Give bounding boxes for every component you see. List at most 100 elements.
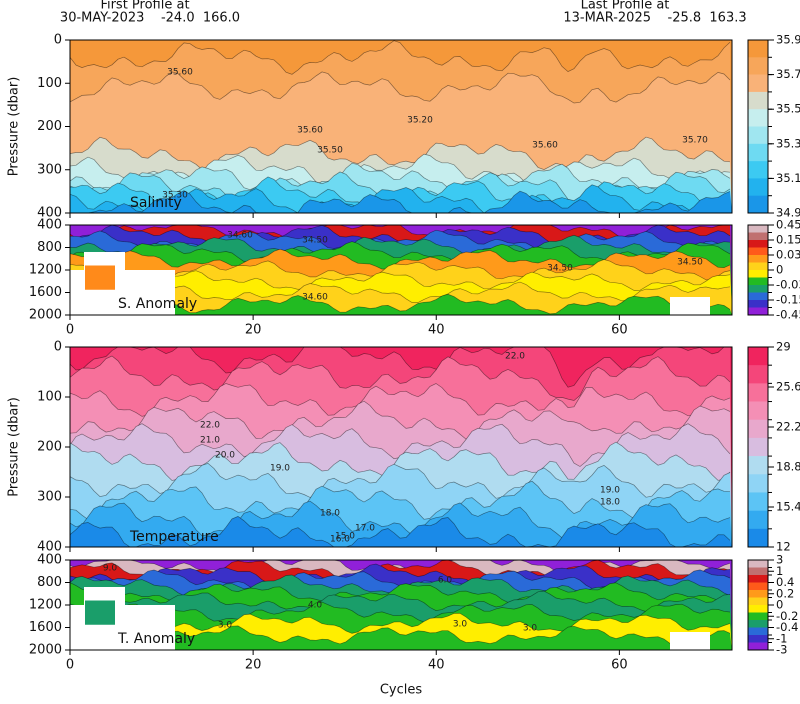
panel-label: T. Anomaly bbox=[117, 631, 195, 647]
colorbar-segment bbox=[748, 225, 768, 233]
last-profile-title: Last Profile at bbox=[581, 0, 670, 13]
colorbar-segment bbox=[748, 347, 768, 366]
colorbar-segment bbox=[748, 627, 768, 636]
x-tick-label: 20 bbox=[245, 658, 262, 673]
field bbox=[70, 560, 732, 650]
field bbox=[70, 225, 732, 315]
colorbar-label: 35.7 bbox=[776, 67, 800, 81]
field-band bbox=[70, 516, 732, 547]
y-tick-label: 100 bbox=[37, 390, 62, 405]
contour-line bbox=[70, 40, 731, 75]
colorbar-label: 18.8 bbox=[776, 460, 800, 474]
colorbar-segment bbox=[748, 575, 768, 583]
colorbar-label: 0.4 bbox=[776, 575, 794, 589]
contour-label: 18.0 bbox=[600, 498, 620, 508]
contour-label: 15.0 bbox=[335, 532, 355, 542]
colorbar-label: 34.9 bbox=[776, 206, 800, 220]
colorbar-segment bbox=[748, 582, 768, 591]
y-tick-label: 400 bbox=[37, 540, 62, 555]
colorbar-segment bbox=[748, 262, 768, 271]
panel-label: S. Anomaly bbox=[118, 296, 197, 312]
colorbar-frame bbox=[747, 346, 769, 548]
contour-line bbox=[70, 383, 731, 417]
colorbar-segment bbox=[748, 270, 768, 278]
contour-label: 19.0 bbox=[270, 464, 290, 474]
contour-line bbox=[70, 612, 731, 634]
contour-line bbox=[70, 625, 731, 647]
y-tick-label: 800 bbox=[37, 575, 62, 590]
y-tick-label: 400 bbox=[37, 206, 62, 221]
colorbar-segment bbox=[748, 247, 768, 256]
contour-line bbox=[70, 560, 731, 579]
colorbar-segment bbox=[748, 255, 768, 263]
contour-label: 34.50 bbox=[547, 264, 573, 274]
contour-line bbox=[70, 500, 731, 539]
colorbar-segment bbox=[748, 597, 768, 606]
last-profile-info: 13-MAR-2025 -25.8 163.3 bbox=[563, 11, 746, 26]
colorbar-label: 0.03 bbox=[776, 248, 800, 262]
x-tick-label: 0 bbox=[66, 658, 74, 673]
x-tick-label: 60 bbox=[611, 323, 628, 338]
colorbar-segment bbox=[748, 456, 768, 475]
contour-line bbox=[70, 259, 731, 281]
colorbar-segment bbox=[748, 40, 768, 58]
y-tick-label: 1200 bbox=[29, 263, 62, 278]
y-axis-title: Pressure (dbar) bbox=[7, 77, 22, 177]
colorbar-label: 29 bbox=[776, 340, 791, 354]
colorbar-segment bbox=[748, 437, 768, 457]
y-tick-label: 2000 bbox=[29, 643, 62, 658]
colorbar-label: 1 bbox=[776, 564, 783, 578]
colorbar-label: 35.9 bbox=[776, 33, 800, 47]
contour-label: 35.50 bbox=[317, 146, 343, 156]
colorbar-segment bbox=[748, 232, 768, 241]
colorbar-label: -3 bbox=[776, 643, 787, 657]
colorbar-segment bbox=[748, 560, 768, 568]
colorbar-segment bbox=[748, 240, 768, 248]
contour-line bbox=[70, 248, 731, 270]
colorbar-label: 0.15 bbox=[776, 233, 800, 247]
colorbar-label: 25.6 bbox=[776, 380, 800, 394]
field-band bbox=[70, 190, 732, 213]
y-tick-label: 100 bbox=[37, 76, 62, 91]
contour-label: 35.70 bbox=[682, 136, 708, 146]
contour-label: 35.60 bbox=[297, 126, 323, 136]
no-data bbox=[85, 265, 115, 290]
contour-line bbox=[70, 153, 731, 185]
colorbar-segment bbox=[748, 567, 768, 576]
contour-label: 3.0 bbox=[218, 621, 233, 631]
colorbar-segment bbox=[748, 126, 768, 145]
colorbar-label: 12 bbox=[776, 540, 791, 554]
colorbar-segment bbox=[748, 474, 768, 493]
contour-line bbox=[70, 601, 731, 623]
contour-line bbox=[70, 463, 731, 499]
x-axis-title: Cycles bbox=[380, 683, 423, 698]
colorbar-segment bbox=[748, 292, 768, 301]
colorbar-segment bbox=[748, 419, 768, 439]
colorbar-segment bbox=[748, 383, 768, 402]
y-tick-label: 800 bbox=[37, 240, 62, 255]
contour-label: 16.0 bbox=[330, 535, 350, 545]
contour-line bbox=[70, 400, 731, 440]
colorbar-segment bbox=[748, 620, 768, 628]
colorbar-label: -1 bbox=[776, 631, 787, 645]
y-tick-label: 2000 bbox=[29, 308, 62, 323]
colorbar-label: -0.2 bbox=[776, 609, 798, 623]
colorbar-label: -0.4 bbox=[776, 620, 798, 634]
contour-label: 20.0 bbox=[215, 451, 235, 461]
contour-label: 18.0 bbox=[320, 509, 340, 519]
y-tick-label: 300 bbox=[37, 162, 62, 177]
colorbar-segment bbox=[748, 492, 768, 511]
y-tick-label: 400 bbox=[37, 218, 62, 233]
colorbar-label: 35.1 bbox=[776, 171, 800, 185]
colorbar-label: -0.15 bbox=[776, 293, 800, 307]
colorbar-label: 0 bbox=[776, 263, 783, 277]
field-band bbox=[70, 184, 732, 213]
colorbar-segment bbox=[748, 307, 768, 316]
colorbar-segment bbox=[748, 401, 768, 421]
contour-label: 35.30 bbox=[162, 191, 188, 201]
contour-label: 4.0 bbox=[308, 601, 323, 611]
contour-line bbox=[70, 516, 731, 547]
colorbar-segment bbox=[748, 109, 768, 127]
colorbar-segment bbox=[748, 277, 768, 286]
contour-line bbox=[70, 270, 731, 291]
